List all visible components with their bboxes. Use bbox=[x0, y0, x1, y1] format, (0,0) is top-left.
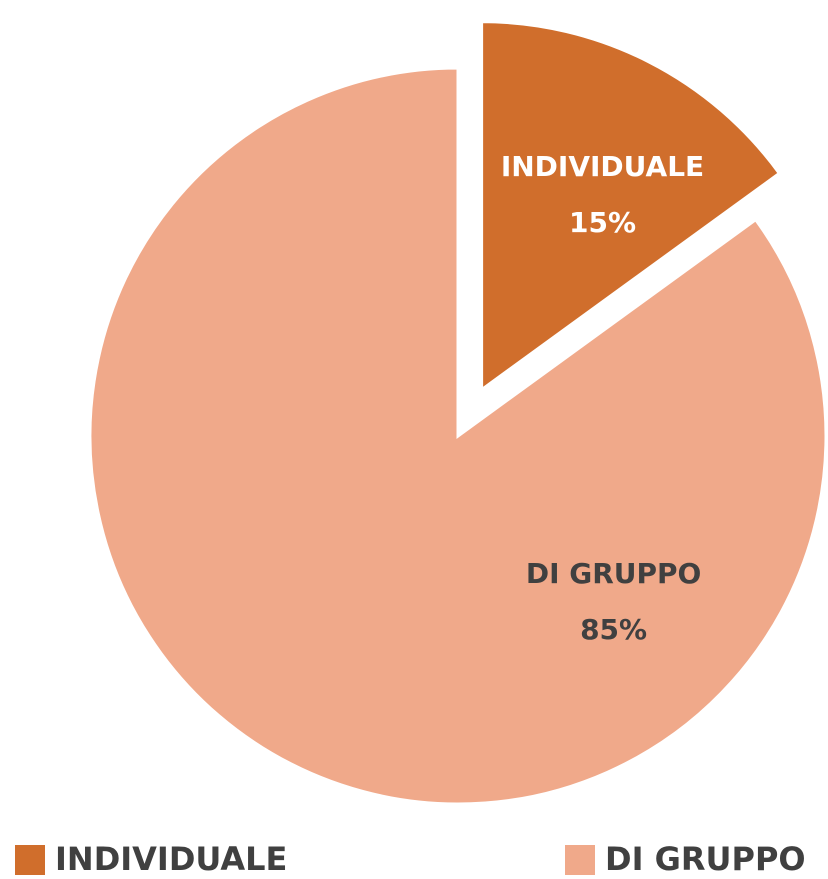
legend-label: DI GRUPPO bbox=[605, 840, 806, 878]
legend-swatch bbox=[565, 845, 595, 875]
slice-value-label: 85% bbox=[580, 613, 647, 646]
legend-label: INDIVIDUALE bbox=[55, 840, 287, 878]
slice-category-label: INDIVIDUALE bbox=[501, 150, 704, 183]
slice-value-label: 15% bbox=[569, 206, 636, 239]
legend-swatch bbox=[15, 845, 45, 875]
slice-category-label: DI GRUPPO bbox=[526, 557, 702, 590]
pie-slice bbox=[88, 66, 828, 806]
pie-slice bbox=[480, 20, 782, 393]
